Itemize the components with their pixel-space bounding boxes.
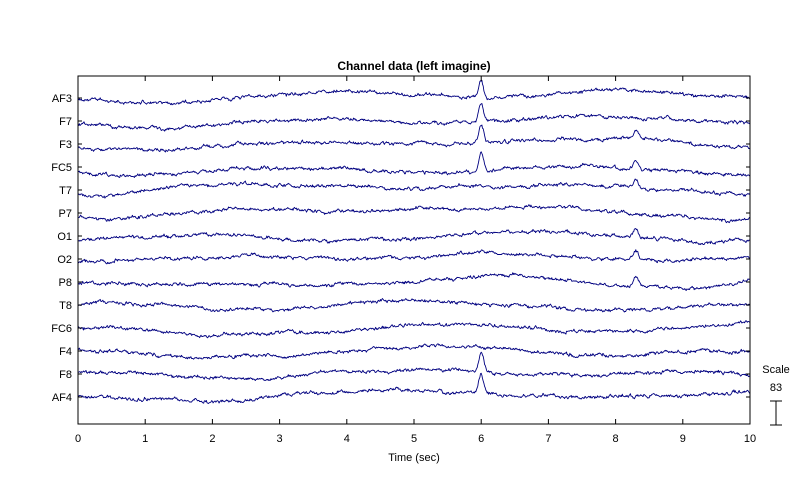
trace-f3	[77, 124, 751, 153]
trace-o1	[77, 228, 751, 246]
channel-label-p7: P7	[59, 208, 72, 220]
channel-label-p8: P8	[59, 277, 72, 289]
trace-t8	[78, 298, 751, 313]
trace-p7	[77, 204, 751, 224]
scale-label: Scale	[762, 364, 790, 376]
scale-indicator: Scale 83	[762, 364, 790, 426]
x-tick-label: 5	[411, 433, 417, 445]
trace-f7	[77, 103, 751, 132]
trace-fc6	[78, 320, 751, 339]
x-tick-label: 6	[478, 433, 484, 445]
trace-af3	[77, 79, 751, 106]
x-tick-label: 1	[142, 433, 148, 445]
trace-t7	[77, 178, 751, 199]
channel-label-t8: T8	[59, 300, 72, 312]
x-tick-label: 2	[209, 433, 215, 445]
trace-fc5	[77, 151, 751, 178]
x-tick-label: 8	[613, 433, 619, 445]
channel-label-f3: F3	[59, 139, 72, 151]
x-tick-label: 7	[545, 433, 551, 445]
x-axis-label: Time (sec)	[388, 452, 440, 464]
x-tick-label: 10	[744, 433, 756, 445]
trace-f8	[78, 351, 751, 381]
x-tick-label: 0	[75, 433, 81, 445]
channel-label-f7: F7	[59, 116, 72, 128]
chart-title: Channel data (left imagine)	[337, 59, 490, 73]
x-tick-label: 3	[277, 433, 283, 445]
scale-value: 83	[770, 382, 782, 394]
channel-label-f4: F4	[59, 346, 72, 358]
x-tick-label: 9	[680, 433, 686, 445]
channel-label-f8: F8	[59, 369, 72, 381]
channel-labels: AF3 F7 F3 FC5 T7 P7 O1 O2 P8 T8 FC6 F4 F8 AF4	[51, 93, 750, 404]
channel-label-o1: O1	[57, 231, 72, 243]
trace-af4	[77, 372, 751, 404]
channel-label-af3: AF3	[52, 93, 72, 105]
channel-label-fc5: FC5	[51, 162, 72, 174]
trace-p8	[77, 272, 751, 291]
trace-f4	[77, 343, 751, 360]
trace-o2	[77, 249, 751, 265]
channel-label-fc6: FC6	[51, 323, 72, 335]
x-tick-label: 4	[344, 433, 350, 445]
traces-group	[77, 79, 751, 404]
channel-label-o2: O2	[57, 254, 72, 266]
channel-label-af4: AF4	[52, 392, 72, 404]
x-axis-ticks: 0 1 2 3 4 5 6 7 8 9 10	[75, 76, 756, 445]
channel-label-t7: T7	[59, 185, 72, 197]
